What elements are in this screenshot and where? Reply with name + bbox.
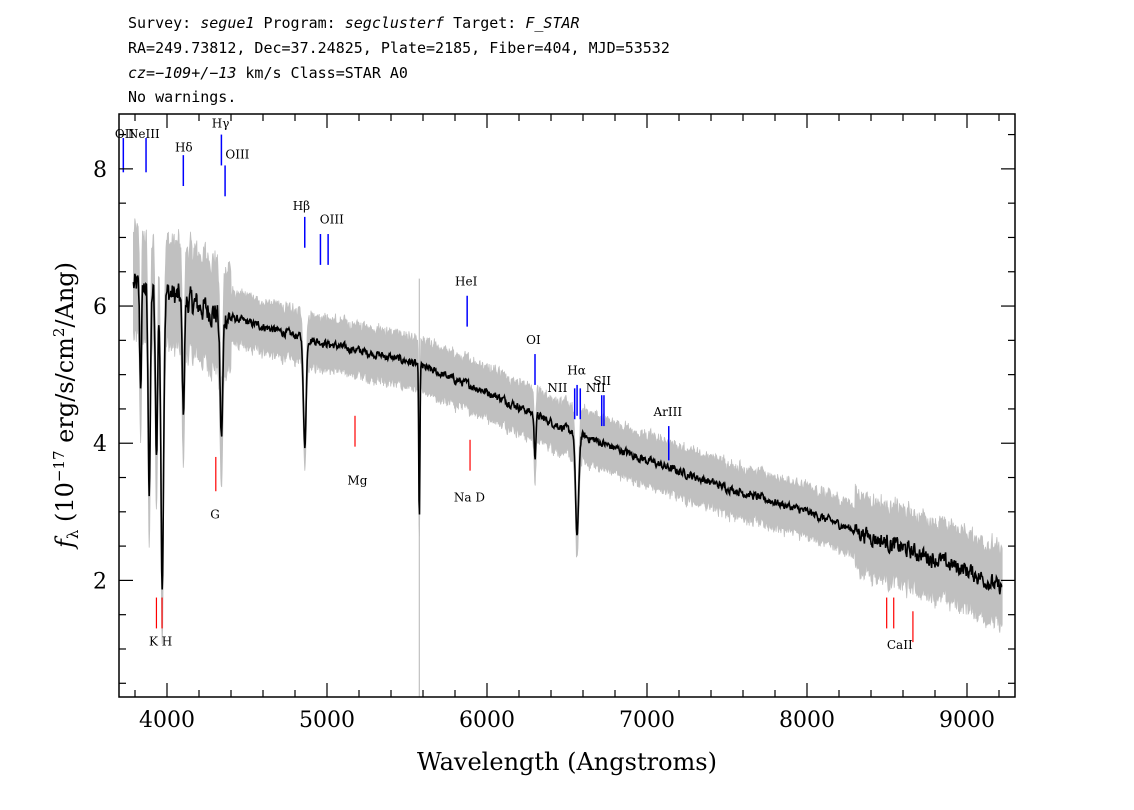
y-label-sq: 2 xyxy=(50,328,68,338)
absorption-label: Mg xyxy=(347,473,367,487)
emission-label: HeI xyxy=(455,274,478,288)
y-label-units-b: erg/s/cm xyxy=(51,337,79,451)
y-axis-label: fλ (10−17 erg/s/cm2/Ang) xyxy=(50,262,82,550)
header-cz-label: cz= xyxy=(128,64,155,82)
y-tick-label: 4 xyxy=(93,432,107,457)
emission-label: Hδ xyxy=(175,141,193,155)
emission-label: OI xyxy=(526,333,541,347)
emission-label: NII xyxy=(547,381,567,395)
absorption-label: G xyxy=(210,508,220,522)
header-line-redshift: cz=−109+/−13 km/s Class=STAR A0 xyxy=(128,64,408,82)
header-program-label: Program: xyxy=(254,14,344,32)
emission-label: Hγ xyxy=(212,117,230,131)
emission-label: OIII xyxy=(320,213,344,227)
emission-label: Hβ xyxy=(293,199,310,213)
flux-series-line xyxy=(132,273,1003,595)
absorption-label: Na D xyxy=(454,491,485,505)
emission-label: NeIII xyxy=(128,127,160,141)
header-target-value: F_STAR xyxy=(525,14,579,32)
x-tick-label: 6000 xyxy=(459,708,515,733)
header-class: km/s Class=STAR A0 xyxy=(236,64,408,82)
header-line-warnings: No warnings. xyxy=(128,88,236,106)
header-survey-label: Survey: xyxy=(128,14,200,32)
y-tick-label: 6 xyxy=(93,295,107,320)
y-tick-label: 8 xyxy=(93,158,107,183)
y-tick-label: 2 xyxy=(93,569,107,594)
emission-label: NII xyxy=(586,381,606,395)
header-line-coords: RA=249.73812, Dec=37.24825, Plate=2185, … xyxy=(128,39,670,57)
x-tick-label: 9000 xyxy=(939,708,995,733)
x-tick-label: 7000 xyxy=(619,708,675,733)
absorption-label: K H xyxy=(149,635,172,649)
plot-frame xyxy=(118,113,1016,698)
emission-label: Hα xyxy=(567,364,586,378)
header-target-label: Target: xyxy=(444,14,525,32)
x-tick-label: 4000 xyxy=(139,708,195,733)
x-axis-label: Wavelength (Angstroms) xyxy=(417,748,717,776)
emission-label: ArIII xyxy=(652,405,682,419)
header-survey-value: segue1 xyxy=(200,14,254,32)
header-cz-value: −109+/−13 xyxy=(155,64,236,82)
y-label-units-c: /Ang) xyxy=(51,262,79,328)
y-label-exp: −17 xyxy=(50,450,68,482)
plot-area: OIINeIIIHδHγOIIIHβOIIIHeIOINIIHαNIISIIAr… xyxy=(115,117,1003,697)
y-axis-ticks: 2 4 6 8 xyxy=(93,133,1015,684)
absorption-label: CaII xyxy=(887,638,913,652)
emission-label: SII xyxy=(593,374,611,388)
x-tick-label: 5000 xyxy=(299,708,355,733)
error-band xyxy=(132,218,1003,645)
header-program-value: segclusterf xyxy=(345,14,445,32)
x-tick-label: 8000 xyxy=(779,708,835,733)
y-label-units-a: (10 xyxy=(51,482,79,530)
header-line-survey: Survey: segue1 Program: segclusterf Targ… xyxy=(128,14,580,32)
x-axis-ticks: 4000 5000 6000 7000 8000 9000 xyxy=(134,114,1000,733)
header-block: Survey: segue1 Program: segclusterf Targ… xyxy=(128,14,670,106)
emission-label: OIII xyxy=(225,148,249,162)
y-label-lambda: λ xyxy=(64,529,82,539)
